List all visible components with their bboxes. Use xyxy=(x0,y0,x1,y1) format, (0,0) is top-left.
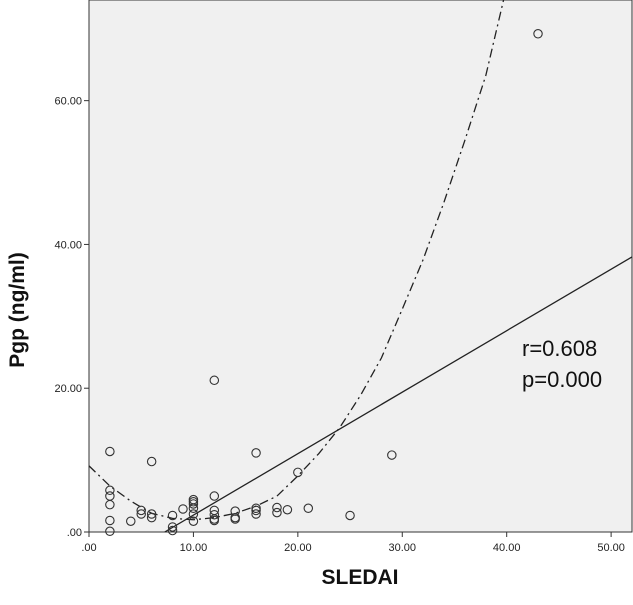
data-point xyxy=(105,446,115,457)
data-point xyxy=(167,510,178,521)
y-ticks: .00 20.00 40.00 60.00 xyxy=(54,96,89,539)
data-point xyxy=(167,522,178,532)
y-tick-label: 20.00 xyxy=(54,383,82,395)
data-point xyxy=(209,509,220,520)
data-point xyxy=(293,467,303,478)
data-points xyxy=(105,29,543,537)
data-point xyxy=(303,503,314,514)
x-tick-label: 50.00 xyxy=(597,542,625,554)
data-point xyxy=(146,456,157,467)
data-point xyxy=(387,450,397,460)
annotation-p: p=0.000 xyxy=(522,367,602,392)
linear-fit-line xyxy=(164,256,633,533)
y-tick-label: 40.00 xyxy=(54,239,82,251)
data-point xyxy=(105,526,115,537)
x-tick-label: 20.00 xyxy=(284,542,312,554)
y-axis-title: Pgp (ng/ml) xyxy=(6,252,29,367)
data-point xyxy=(126,516,136,526)
data-point xyxy=(178,504,188,514)
data-point xyxy=(251,448,261,458)
data-point xyxy=(105,515,115,526)
x-tick-label: 40.00 xyxy=(493,542,521,554)
data-point xyxy=(105,485,115,496)
data-point xyxy=(209,515,220,526)
data-point xyxy=(136,505,146,516)
data-point xyxy=(146,509,157,519)
data-point xyxy=(272,502,282,513)
data-point xyxy=(188,499,199,509)
x-tick-label: .00 xyxy=(81,542,96,554)
x-ticks: .00 10.00 20.00 30.00 40.00 50.00 xyxy=(81,532,625,554)
data-point xyxy=(533,29,543,39)
data-point xyxy=(230,514,240,524)
data-point xyxy=(146,512,157,523)
data-point xyxy=(188,503,199,514)
data-point xyxy=(209,491,220,501)
data-point xyxy=(251,509,261,519)
x-tick-label: 30.00 xyxy=(389,542,417,554)
data-point xyxy=(188,516,199,526)
data-point xyxy=(167,525,178,536)
plot-area xyxy=(88,0,633,533)
data-point xyxy=(345,510,355,521)
y-tick-label: 60.00 xyxy=(54,96,82,108)
data-point xyxy=(188,509,199,519)
data-point xyxy=(272,507,282,518)
x-axis-title: SLEDAI xyxy=(321,566,398,589)
data-point xyxy=(209,375,220,386)
annotation-r: r=0.608 xyxy=(522,336,597,361)
y-tick-label: .00 xyxy=(67,527,82,539)
data-point xyxy=(136,509,146,519)
x-tick-label: 10.00 xyxy=(180,542,208,554)
data-point xyxy=(105,499,115,510)
data-point xyxy=(251,505,261,516)
data-point xyxy=(282,504,293,515)
